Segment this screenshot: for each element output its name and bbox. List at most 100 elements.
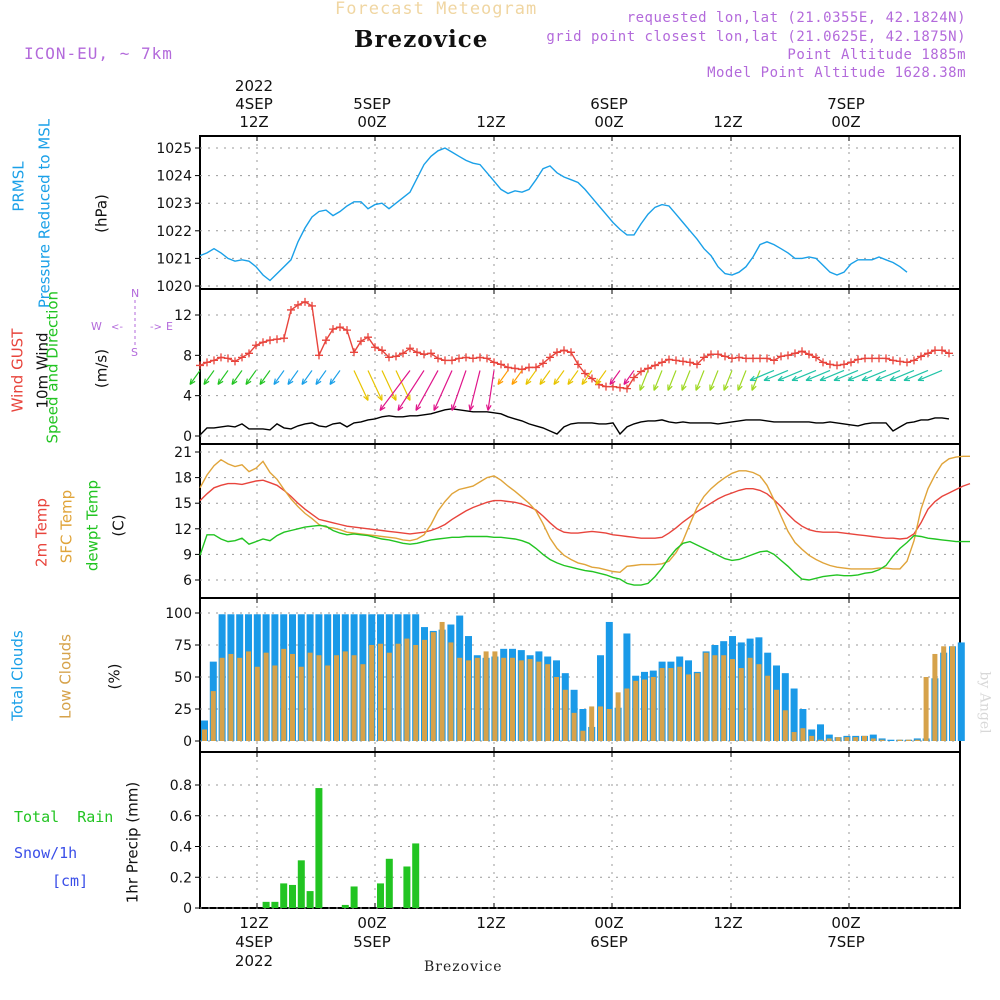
- wind-arrow: [451, 370, 467, 411]
- rain-bar: [350, 886, 358, 908]
- tick-label: 0: [183, 734, 192, 750]
- low-cloud-bar: [782, 710, 788, 741]
- wind-arrowhead: [397, 404, 404, 411]
- svg-text:N: N: [131, 287, 139, 300]
- tick-label: 21: [174, 445, 192, 461]
- total-cloud-bar: [957, 642, 965, 741]
- wind-arrowhead: [433, 404, 439, 411]
- low-cloud-bar: [659, 668, 665, 741]
- wind-arrow: [415, 370, 439, 411]
- rain-bar: [262, 901, 270, 908]
- wind-arrowhead: [468, 404, 475, 411]
- total-cloud-bar: [597, 655, 604, 741]
- wind-arrow: [639, 370, 649, 391]
- wind-arrowhead: [553, 378, 560, 385]
- rain-bar: [403, 866, 411, 908]
- low-cloud-bar: [545, 664, 551, 741]
- low-cloud-bar: [844, 737, 850, 741]
- gust-marker: [399, 349, 407, 358]
- gust-marker: [721, 352, 729, 361]
- low-cloud-bar: [897, 739, 903, 741]
- wind-arrow: [379, 370, 411, 411]
- gust-marker: [273, 335, 281, 344]
- tick-label: 0.6: [170, 809, 192, 825]
- gust-marker: [574, 360, 582, 369]
- wind-arrow: [301, 370, 313, 385]
- low-cloud-bar: [246, 651, 251, 741]
- series-line-prmsl: [199, 147, 908, 282]
- wind-arrow: [903, 369, 929, 382]
- gust-marker: [889, 356, 897, 365]
- wind-arrow: [231, 370, 243, 385]
- gust-marker: [651, 361, 659, 370]
- rain-bar: [280, 883, 288, 908]
- snow-label: Snow/1h: [14, 844, 78, 862]
- wind-arrowhead: [451, 404, 457, 411]
- wind-arrow: [525, 370, 537, 385]
- gust-marker: [476, 353, 484, 362]
- wind-arrow: [329, 370, 341, 385]
- rain-bar: [377, 883, 384, 908]
- gust-marker: [756, 354, 764, 363]
- low-cloud-bar: [589, 706, 595, 741]
- wind-arrow: [609, 370, 621, 385]
- gust-marker: [448, 356, 456, 365]
- low-cloud-bar: [703, 652, 709, 741]
- wind-arrow: [581, 370, 593, 385]
- svg-text:E: E: [166, 320, 173, 333]
- gust-marker: [581, 369, 589, 378]
- gust-marker: [518, 365, 526, 374]
- wind-arrow: [819, 369, 845, 382]
- wind-arrowhead: [681, 384, 687, 391]
- wind-arrowhead: [667, 384, 673, 391]
- bottom-time-label: 00Z: [594, 914, 624, 932]
- wind-arrowhead: [287, 378, 294, 385]
- total-cloud-bar: [623, 633, 631, 741]
- rain-bar: [412, 843, 420, 908]
- total-cloud-bar: [799, 709, 807, 741]
- wind-arrow: [681, 370, 691, 391]
- total-cloud-bar: [817, 724, 824, 741]
- model-label: ICON-EU, ~ 7km: [24, 44, 173, 63]
- top-time-label: 12Z: [713, 113, 743, 131]
- gust-marker: [679, 357, 687, 366]
- gust-marker: [567, 348, 575, 357]
- gust-marker: [854, 355, 862, 364]
- low-cloud-bar: [923, 677, 929, 741]
- bottom-date-label: 6SEP: [590, 933, 628, 951]
- rain-bar: [289, 884, 296, 908]
- top-time-label: 00Z: [357, 113, 387, 131]
- low-cloud-bar: [571, 712, 577, 741]
- wind-arrow: [709, 370, 719, 391]
- low-cloud-bar: [642, 679, 647, 741]
- top-date-label: 4SEP: [235, 95, 273, 113]
- tick-label: 0: [183, 429, 192, 445]
- wind-arrowhead: [485, 404, 492, 411]
- wind-arrowhead: [805, 375, 813, 382]
- low-cloud-bar: [914, 739, 920, 741]
- wind-arrow: [667, 370, 677, 391]
- gust-marker: [763, 354, 771, 363]
- gust-marker: [868, 354, 876, 363]
- total-rain-label: Total Rain: [14, 808, 114, 826]
- gust-marker: [532, 363, 540, 372]
- low-cloud-bar: [254, 666, 260, 741]
- gust-marker: [280, 334, 288, 343]
- wind-arrowhead: [763, 375, 771, 382]
- gust-marker: [637, 367, 645, 376]
- gust-marker: [406, 344, 414, 353]
- low-cloud-bar: [906, 739, 911, 741]
- low-cloud-bar: [448, 642, 454, 741]
- wind-arrowhead: [749, 375, 757, 382]
- low-cloud-bar: [510, 657, 515, 741]
- rain-bar: [297, 860, 305, 908]
- low-cloud-bar: [263, 652, 269, 741]
- low-cloud-bar: [342, 651, 348, 741]
- wind-arrow: [259, 370, 271, 385]
- wind-arrowhead: [751, 384, 757, 391]
- gust-marker: [686, 358, 694, 367]
- gust-marker: [931, 346, 939, 355]
- tick-label: 0: [183, 901, 192, 917]
- wind-arrow: [653, 370, 663, 391]
